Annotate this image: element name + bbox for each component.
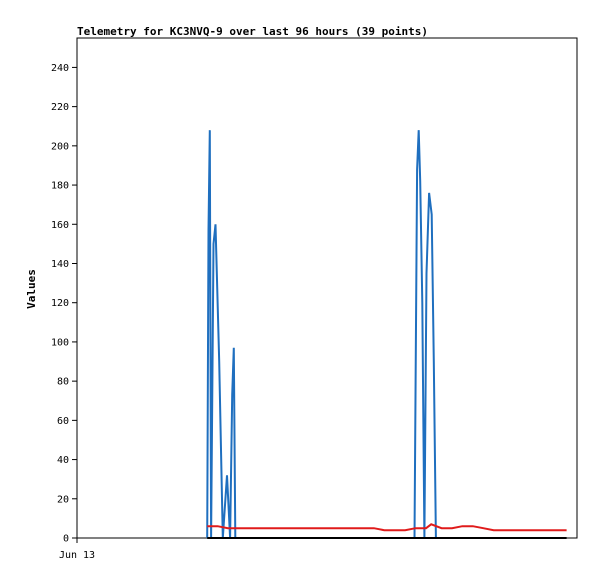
y-axis-label: Values (25, 269, 38, 309)
plot-frame (76, 37, 578, 539)
chart-title: Telemetry for KC3NVQ-9 over last 96 hour… (77, 25, 428, 38)
y-tick-label: 40 (57, 455, 69, 466)
y-tick-label: 200 (51, 141, 69, 152)
series-line-2 (207, 523, 567, 532)
y-tick-label: 60 (57, 416, 69, 427)
series-layer (206, 130, 567, 539)
y-axis: 0 20 40 60 80 100 120 140 160 180 200 220 240 (51, 63, 77, 545)
y-tick-label: 180 (51, 181, 69, 192)
y-tick-label: 0 (63, 534, 69, 545)
y-tick-label: 220 (51, 102, 69, 113)
y-tick-label: 140 (51, 259, 69, 270)
y-tick-label: 80 (57, 377, 69, 388)
x-axis: Jun 13 (59, 538, 95, 561)
x-tick-label: Jun 13 (59, 550, 95, 561)
y-tick-label: 160 (51, 220, 69, 231)
y-tick-label: 20 (57, 494, 69, 505)
y-tick-label: 240 (51, 63, 69, 74)
y-tick-label: 120 (51, 298, 69, 309)
series-line-1 (206, 130, 439, 539)
y-tick-label: 100 (51, 337, 69, 348)
